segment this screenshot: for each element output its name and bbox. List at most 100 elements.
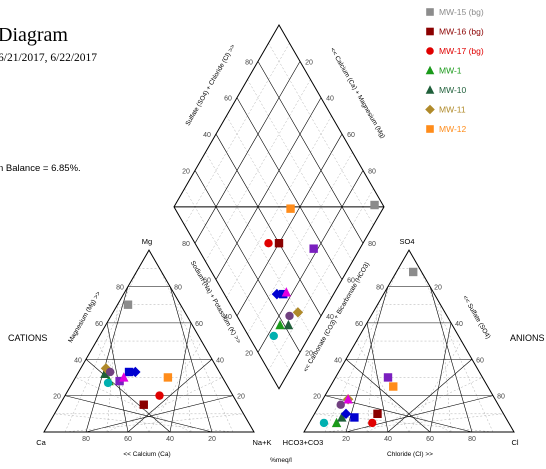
anion-point-sample-9 [340, 408, 352, 420]
anion-triangle-grid-line [419, 268, 494, 433]
legend-marker-mw-15-bg- [426, 8, 434, 16]
cat-corner-left: Ca [36, 438, 46, 447]
legend-label-mw-11: MW-11 [439, 105, 466, 115]
title-block: Diagram 6/21/2017, 6/22/2017 n Balance =… [0, 24, 97, 174]
anion-point-mw-12 [389, 382, 398, 391]
cations-label: CATIONS [8, 333, 47, 343]
legend-marker-mw-1 [425, 65, 435, 75]
anion-point-mw-1 [331, 417, 342, 428]
diamond-point-sample-11 [269, 331, 278, 341]
cation-point-mw-12 [163, 373, 173, 382]
cat-bottom-tick: 20 [208, 436, 216, 443]
an-bottom-axis: Chloride (Cl) >> [387, 451, 433, 458]
cat-left-tick: 40 [74, 357, 82, 364]
legend-label-mw-1: MW-1 [439, 66, 462, 76]
diamond-outline [173, 23, 385, 390]
cation-point-mw-10 [100, 368, 110, 379]
cation-triangle-grid-line [106, 377, 223, 433]
anion-triangle-grid-line [408, 340, 462, 433]
cat-right-tick: 20 [237, 394, 245, 401]
an-left-tick: 60 [355, 321, 363, 328]
diamond-point-sample-10 [281, 287, 292, 297]
cat-bottom-tick: 80 [82, 436, 90, 443]
an-corner-top: SO4 [399, 237, 414, 246]
cation-triangle-grid-line [85, 395, 234, 433]
an-bottom-tick: 40 [384, 436, 392, 443]
anion-point-sample-7 [383, 373, 393, 382]
dia-lower-left-tick: 40 [224, 314, 232, 321]
cat-bottom-axis: << Calcium (Ca) [123, 451, 170, 458]
cation-triangle-grid-line [148, 340, 202, 433]
anion-point-mw-10 [337, 412, 347, 422]
anion-triangle-grid-line [324, 268, 399, 433]
diamond-grid-line [257, 61, 364, 244]
cat-bottom-tick: 40 [166, 436, 174, 443]
cat-left-axis: Magnesium (Mg) >> [67, 290, 102, 344]
anion-triangle-grid-line [440, 304, 452, 433]
cat-right-tick: 80 [174, 285, 182, 292]
cat-left-tick: 20 [53, 394, 61, 401]
cation-triangle-grid-line [64, 413, 244, 433]
diamond-point-mw-17-bg- [264, 239, 273, 248]
an-right-tick: 20 [434, 285, 442, 292]
diamond-grid-line [205, 152, 311, 335]
cation-triangle-grid-line [127, 359, 213, 433]
anions-label: ANIONS [510, 333, 545, 343]
diamond-point-sample-7 [309, 244, 318, 253]
anion-point-mw-15-bg- [409, 267, 418, 277]
piper-outlines [43, 23, 515, 433]
cation-point-sample-8 [124, 367, 134, 377]
dia-lower-right-tick: 60 [347, 278, 355, 285]
ion-balance-text: n Balance = 6.85%. [0, 163, 81, 174]
dia-lower-left-tick: 20 [245, 350, 253, 357]
anion-triangle-grid-line [366, 377, 483, 433]
an-right-tick: 80 [497, 394, 505, 401]
an-left-tick: 80 [376, 285, 384, 292]
dia-upper-left-tick: 40 [203, 132, 211, 139]
legend-marker-mw-11 [425, 104, 435, 115]
dia-upper-right-tick: 80 [368, 168, 376, 175]
cation-triangle-grid-line [64, 395, 213, 433]
cat-left-tick: 80 [116, 285, 124, 292]
diamond-grid-line [215, 97, 322, 280]
legend-marker-mw-16-bg- [426, 27, 434, 36]
an-right-axis: << Sulfate (SO4) [461, 294, 491, 340]
anion-triangle-grid-line [324, 413, 504, 433]
chart-title: Diagram [0, 24, 68, 46]
cation-triangle-grid-line [96, 340, 150, 433]
anion-triangle-grid-line [387, 359, 473, 433]
cation-point-sample-12 [105, 367, 115, 377]
anion-triangle-outline [303, 249, 515, 433]
diamond-grid-line [268, 43, 374, 226]
legend-marker-mw-10 [425, 85, 435, 94]
an-left-tick: 40 [334, 357, 342, 364]
data-points [100, 200, 418, 428]
anion-point-sample-10 [343, 394, 353, 404]
anion-point-sample-11 [319, 418, 329, 428]
dia-upper-left-axis: Sulfate (SO4) + Chloride (Cl) >> [185, 43, 237, 127]
an-bottom-tick: 60 [426, 436, 434, 443]
diamond-point-mw-1 [275, 319, 285, 330]
dia-lower-right-tick: 80 [368, 241, 376, 248]
diamond-point-mw-16-bg- [274, 239, 284, 248]
units-label: %meq/l [270, 457, 292, 464]
diamond-grid-line [236, 97, 343, 280]
dia-upper-right-tick: 20 [305, 59, 313, 66]
corner-labels: Mg Ca Na+K SO4 HCO3+CO3 Cl CATIONS ANION… [8, 237, 545, 464]
cation-triangle-grid-line [75, 377, 192, 433]
piper-tick-labels: 80 20 20 20 20 80 20 20 80 20 60 40 40 40 40 60 40 40 60 40… [53, 59, 505, 443]
diamond-grid-line [247, 152, 353, 335]
cat-bottom-tick: 60 [124, 436, 132, 443]
diamond-point-mw-12 [286, 204, 295, 213]
cation-point-sample-10 [119, 372, 129, 382]
dia-upper-left-tick: 80 [245, 59, 253, 66]
an-right-tick: 40 [455, 321, 463, 328]
an-corner-right: Cl [511, 438, 518, 447]
cat-right-tick: 60 [195, 321, 203, 328]
diamond-point-mw-10 [283, 319, 294, 330]
cat-left-tick: 60 [95, 321, 103, 328]
anion-triangle-grid-line [335, 377, 452, 433]
anion-point-sample-8 [350, 413, 359, 422]
piper-grids [54, 43, 504, 433]
cation-point-mw-17-bg- [155, 391, 164, 400]
